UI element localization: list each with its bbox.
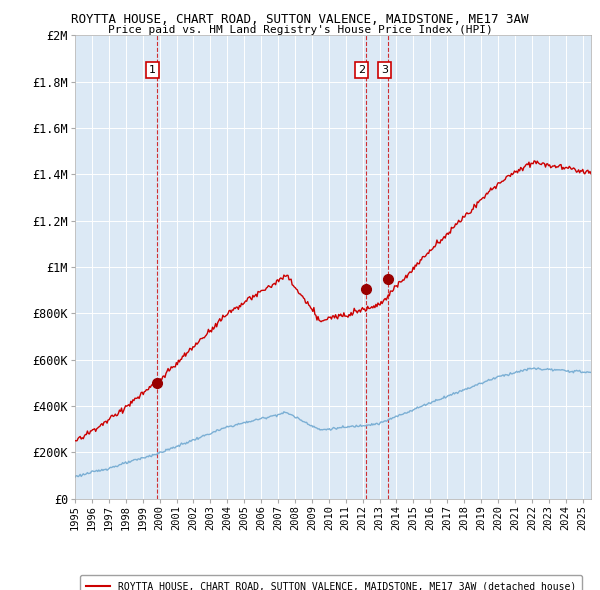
Text: Price paid vs. HM Land Registry's House Price Index (HPI): Price paid vs. HM Land Registry's House … — [107, 25, 493, 35]
Legend: ROYTTA HOUSE, CHART ROAD, SUTTON VALENCE, MAIDSTONE, ME17 3AW (detached house), : ROYTTA HOUSE, CHART ROAD, SUTTON VALENCE… — [80, 575, 582, 590]
Text: 3: 3 — [381, 65, 388, 75]
Text: 1: 1 — [149, 65, 156, 75]
Text: ROYTTA HOUSE, CHART ROAD, SUTTON VALENCE, MAIDSTONE, ME17 3AW: ROYTTA HOUSE, CHART ROAD, SUTTON VALENCE… — [71, 13, 529, 26]
Text: 2: 2 — [358, 65, 365, 75]
